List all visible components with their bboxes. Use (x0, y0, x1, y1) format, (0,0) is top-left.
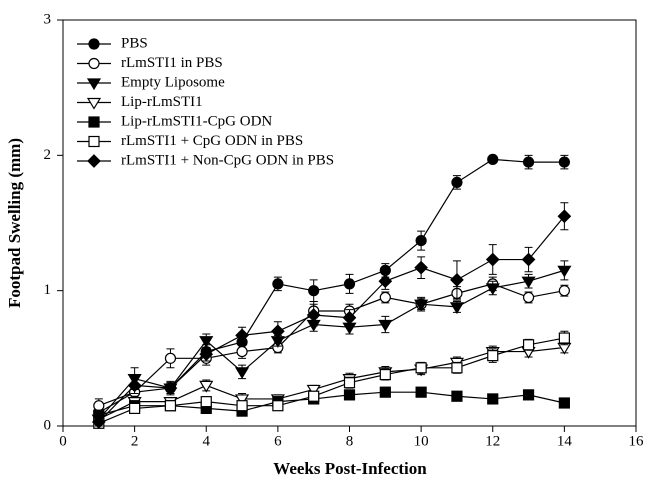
legend-marker (88, 57, 100, 70)
y-axis-label: Footpad Swelling (mm) (5, 138, 24, 308)
legend-marker (88, 116, 100, 128)
marker (199, 347, 214, 362)
marker (163, 381, 178, 395)
x-tick-label: 16 (629, 433, 645, 449)
marker (379, 291, 391, 304)
y-tick-label: 0 (44, 417, 52, 433)
marker (521, 276, 536, 289)
series-line (98, 391, 565, 416)
legend-label: PBS (121, 35, 148, 51)
marker (378, 274, 393, 289)
marker (415, 234, 427, 247)
marker (415, 362, 427, 374)
legend-marker (86, 97, 102, 110)
marker (487, 350, 499, 362)
marker (308, 285, 320, 297)
marker (200, 396, 212, 408)
marker (343, 377, 356, 389)
marker (522, 291, 535, 304)
x-tick-label: 0 (59, 433, 67, 449)
legend-marker (88, 38, 100, 50)
legend-label: Lip-rLmSTI1-CpG ODN (121, 113, 272, 129)
marker (379, 368, 391, 381)
legend-label: rLmSTI1 + Non-CpG ODN in PBS (121, 152, 334, 168)
marker (558, 156, 570, 168)
marker (451, 390, 463, 402)
marker (487, 393, 499, 405)
marker (451, 362, 463, 374)
x-tick-label: 8 (346, 433, 354, 449)
marker (343, 389, 356, 401)
marker (449, 302, 464, 315)
marker (164, 352, 177, 364)
marker (308, 390, 320, 402)
marker (236, 400, 248, 412)
marker (522, 389, 535, 401)
marker (450, 272, 464, 287)
y-tick-label: 1 (44, 282, 52, 298)
x-tick-label: 6 (274, 433, 282, 449)
marker (521, 252, 536, 267)
marker (235, 394, 250, 407)
marker (93, 400, 105, 412)
series-line (98, 346, 565, 420)
marker (127, 378, 142, 393)
marker (485, 283, 500, 296)
marker (272, 278, 284, 290)
marker (306, 308, 321, 322)
marker (487, 153, 499, 165)
marker (91, 415, 106, 429)
marker (343, 278, 356, 290)
series-line (98, 283, 565, 407)
x-axis-label: Weeks Post-Infection (273, 459, 427, 478)
marker (378, 319, 393, 332)
marker (235, 367, 250, 380)
legend-label: Lip-rLmSTI1 (121, 94, 203, 110)
legend-label: Empty Liposome (121, 74, 225, 90)
legend-marker (87, 154, 101, 168)
marker (415, 386, 427, 398)
series-line (98, 269, 565, 420)
marker (306, 384, 321, 397)
marker (485, 252, 500, 267)
marker (236, 345, 248, 358)
marker (164, 400, 177, 412)
marker (558, 397, 570, 409)
legend-marker (88, 135, 100, 148)
x-tick-label: 12 (485, 433, 500, 449)
marker (272, 400, 284, 412)
marker (199, 380, 214, 393)
x-tick-label: 2 (131, 433, 139, 449)
x-tick-label: 10 (414, 433, 429, 449)
marker (271, 324, 285, 339)
marker (451, 176, 463, 188)
series-line (98, 215, 565, 423)
legend-label: rLmSTI1 in PBS (121, 55, 223, 71)
marker (557, 209, 572, 224)
marker (558, 285, 570, 297)
y-tick-label: 2 (44, 147, 52, 163)
legend-label: rLmSTI1 + CpG ODN in PBS (121, 133, 303, 149)
x-tick-label: 14 (557, 433, 573, 449)
marker (129, 402, 141, 415)
marker (522, 156, 535, 168)
legend-marker (86, 78, 102, 91)
marker (235, 328, 249, 343)
y-tick-label: 3 (44, 11, 52, 27)
marker (557, 265, 572, 278)
marker (558, 332, 570, 344)
marker (199, 336, 214, 348)
marker (522, 339, 535, 351)
series-line (98, 337, 565, 424)
marker (342, 310, 357, 325)
marker (379, 386, 391, 398)
marker (414, 260, 428, 275)
x-tick-label: 4 (203, 433, 211, 449)
marker (414, 299, 429, 312)
